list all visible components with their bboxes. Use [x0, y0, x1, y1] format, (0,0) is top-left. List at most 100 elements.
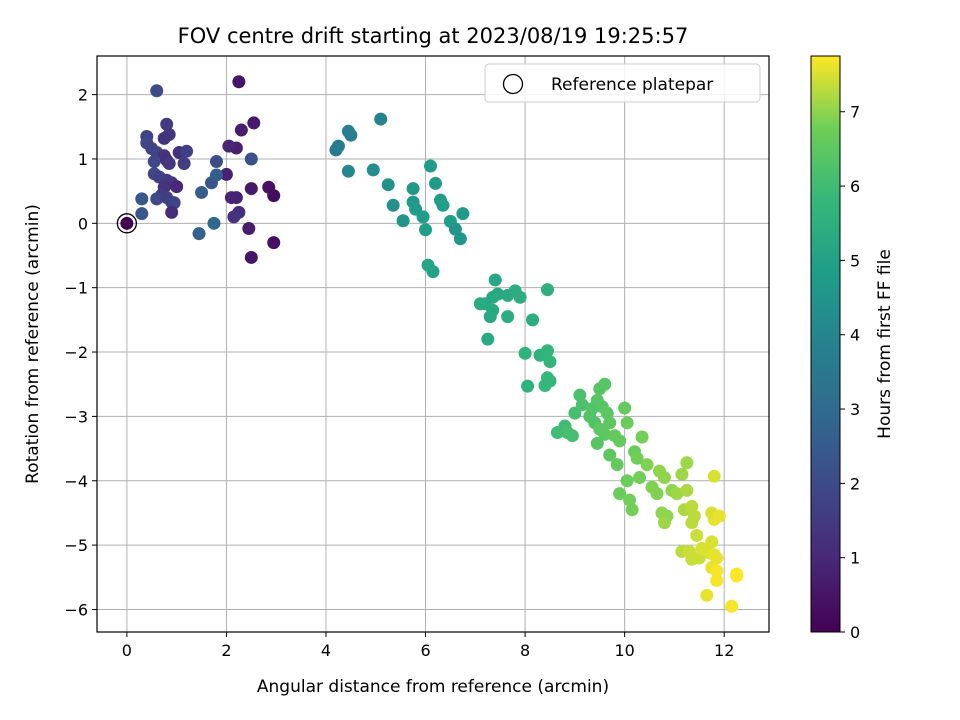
data-point	[426, 265, 440, 279]
data-point	[700, 588, 714, 602]
x-tick-label: 0	[122, 641, 132, 660]
data-point	[267, 236, 281, 250]
data-point	[710, 574, 724, 588]
y-tick-label: −4	[64, 472, 88, 491]
y-axis-ticks: −6 −5 −4 −3 −2 −1 0 1 2	[64, 86, 97, 619]
data-point	[244, 182, 258, 196]
x-tick-label: 12	[714, 641, 734, 660]
data-point	[436, 198, 450, 212]
data-point	[160, 117, 174, 131]
data-point	[603, 416, 617, 430]
legend-entry-reference: Reference platepar	[551, 75, 713, 95]
data-point	[177, 156, 191, 170]
data-point	[680, 483, 694, 497]
colorbar-tick-label: 6	[850, 177, 860, 196]
colorbar-label: Hours from first FF file	[875, 249, 895, 439]
data-point	[222, 139, 236, 153]
x-tick-label: 2	[221, 641, 231, 660]
y-tick-label: 2	[78, 86, 88, 105]
data-point	[657, 516, 671, 530]
data-point	[568, 406, 582, 420]
data-point	[147, 155, 161, 169]
data-point	[680, 456, 694, 470]
data-point	[613, 487, 627, 501]
colorbar-tick-label: 0	[850, 623, 860, 642]
data-point	[543, 355, 557, 369]
colorbar-tick-label: 3	[850, 400, 860, 419]
data-point	[135, 207, 149, 221]
data-point	[538, 379, 552, 393]
data-point	[481, 332, 495, 346]
data-point	[640, 458, 654, 472]
legend: Reference platepar	[484, 63, 761, 103]
data-point	[247, 116, 261, 130]
x-tick-label: 10	[614, 641, 634, 660]
data-point	[540, 283, 554, 297]
grid-lines	[97, 56, 769, 632]
data-point	[195, 185, 209, 199]
data-point	[341, 164, 355, 178]
data-point	[598, 377, 612, 391]
data-point	[165, 205, 179, 219]
data-point	[565, 429, 579, 443]
data-point	[419, 223, 433, 237]
data-point	[219, 167, 233, 181]
data-point	[710, 564, 724, 578]
data-point	[620, 416, 634, 430]
reference-marker	[116, 213, 138, 234]
data-point	[603, 448, 617, 462]
colorbar-ticks: 0 1 2 3 4 5 6 7	[840, 103, 860, 642]
data-point	[618, 401, 632, 415]
data-point	[366, 163, 380, 177]
data-point	[526, 313, 540, 327]
data-point	[473, 297, 487, 311]
data-point	[331, 139, 345, 153]
data-point	[590, 436, 604, 450]
data-point	[488, 273, 502, 287]
data-point	[428, 176, 442, 190]
data-point	[170, 180, 184, 194]
x-axis-ticks: 0 2 4 6 8 10 12	[122, 632, 734, 660]
data-point	[705, 535, 719, 549]
data-point	[209, 168, 223, 182]
data-point	[416, 210, 430, 224]
colorbar-tick-label: 1	[850, 549, 860, 568]
data-point	[613, 434, 627, 448]
data-point	[448, 222, 462, 236]
data-point	[513, 290, 527, 304]
data-point	[227, 210, 241, 224]
data-point	[675, 467, 689, 481]
y-tick-label: −1	[64, 279, 88, 298]
data-point	[483, 310, 497, 324]
data-point	[725, 599, 739, 613]
y-tick-label: −6	[64, 600, 88, 619]
data-point	[209, 155, 223, 169]
data-point	[456, 207, 470, 221]
legend-marker-icon	[502, 73, 524, 95]
data-point	[162, 156, 176, 170]
data-point	[710, 551, 724, 565]
data-point	[575, 398, 589, 412]
data-point	[180, 144, 194, 158]
data-point	[685, 516, 699, 530]
data-point	[690, 528, 704, 542]
data-point	[635, 430, 649, 444]
data-point	[207, 216, 221, 230]
data-point	[707, 469, 721, 483]
data-point	[730, 569, 744, 583]
reference-point	[116, 213, 138, 234]
scatter-points	[120, 75, 744, 613]
data-point	[381, 178, 395, 192]
data-point	[120, 216, 134, 230]
data-point	[610, 458, 624, 472]
data-point	[670, 487, 684, 501]
data-point	[267, 189, 281, 203]
data-point	[598, 427, 612, 441]
x-tick-label: 4	[321, 641, 331, 660]
data-point	[501, 310, 515, 324]
x-axis-label: Angular distance from reference (arcmin)	[257, 677, 609, 697]
data-point	[650, 487, 664, 501]
data-point	[344, 128, 358, 142]
data-point	[657, 471, 671, 485]
